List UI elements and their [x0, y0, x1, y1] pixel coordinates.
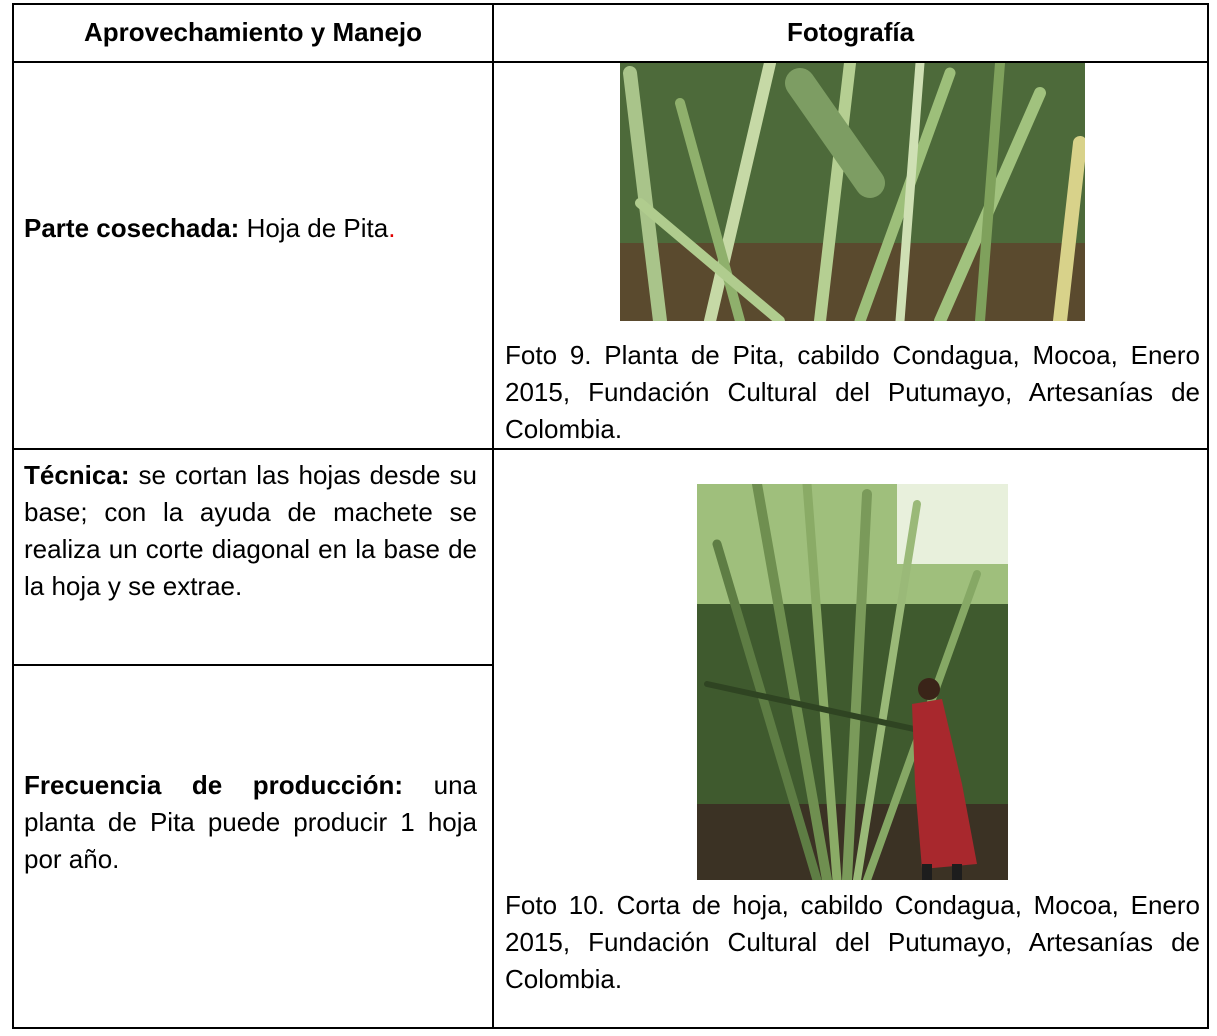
- label: Técnica:: [24, 460, 130, 490]
- border: [12, 61, 1209, 63]
- photo: [620, 63, 1085, 321]
- header-cell: Fotografía: [786, 17, 915, 47]
- border: [1207, 3, 1209, 1029]
- text: se cortan las hojas desde su base; con l…: [24, 460, 477, 601]
- border: [12, 664, 494, 666]
- border: [12, 3, 14, 1029]
- text: .: [388, 213, 396, 243]
- header-cell: Aprovechamiento y Manejo: [83, 17, 423, 47]
- label: Frecuencia de producción:: [24, 770, 404, 800]
- border: [492, 3, 494, 1029]
- border: [12, 1027, 1209, 1029]
- border: [12, 3, 1209, 5]
- cell-text: Parte cosechada: Hoja de Pita.: [24, 210, 477, 247]
- caption: Foto 10. Corta de hoja, cabildo Condagua…: [505, 890, 1200, 994]
- photo: [697, 484, 1008, 880]
- cell-text: Técnica: se cortan las hojas desde su ba…: [24, 457, 477, 605]
- border: [12, 448, 1209, 450]
- caption: Foto 9. Planta de Pita, cabildo Condagua…: [505, 340, 1200, 444]
- label: Parte cosechada:: [24, 213, 240, 243]
- text: una planta de Pita puede producir 1 hoja…: [24, 770, 477, 874]
- cell-text: Frecuencia de producción: una planta de …: [24, 767, 477, 878]
- text: Hoja de Pita: [246, 213, 389, 243]
